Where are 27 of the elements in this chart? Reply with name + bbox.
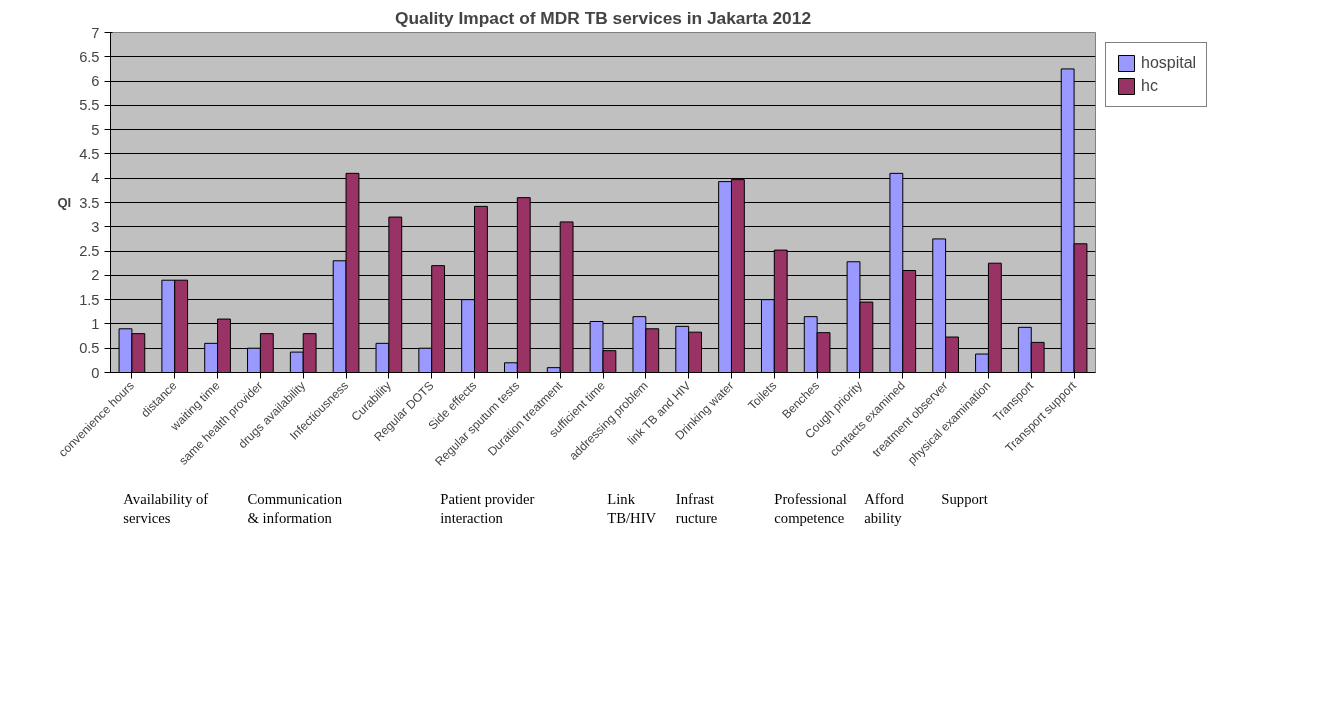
y-tick-label: 0.5: [79, 340, 100, 357]
y-tick-label: 6: [91, 73, 100, 90]
y-tick-label: 3: [91, 218, 100, 235]
y-tick-label: 2: [91, 267, 100, 284]
y-tick-label: 4: [91, 170, 100, 187]
text: Afford ability: [864, 490, 905, 526]
chart-title: Quality Impact of MDR TB services in Jakarta 2012: [394, 7, 812, 28]
y-tick-label: 4.5: [79, 145, 100, 162]
y-tick-label: 1.5: [79, 291, 100, 308]
text: Availability of services: [123, 490, 209, 526]
y-tick-label: 3.5: [79, 194, 100, 211]
legend-label: hc: [1141, 77, 1159, 95]
y-tick-label: 5: [91, 121, 100, 138]
text: Infrast ructure: [675, 490, 718, 526]
text: Professional competence: [774, 490, 847, 526]
y-tick-label: 6.5: [79, 48, 100, 65]
y-tick-label: 1: [91, 315, 100, 332]
y-axis-title: QI: [57, 195, 72, 210]
y-tick-label: 5.5: [79, 97, 100, 114]
text: Support: [941, 490, 988, 507]
y-tick-label: 0: [91, 364, 100, 381]
text: Link TB/HIV: [607, 490, 657, 526]
y-tick-label: 2.5: [79, 243, 100, 260]
text: Patient provider interaction: [440, 490, 535, 526]
text: Communication & information: [247, 490, 343, 526]
y-tick-label: 7: [91, 24, 100, 41]
legend-label: hospital: [1141, 54, 1197, 72]
